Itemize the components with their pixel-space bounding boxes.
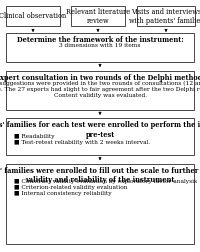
Text: 200 patients' families were enrolled to fill out the scale to further evaluate t: 200 patients' families were enrolled to … [0, 167, 200, 184]
FancyBboxPatch shape [6, 6, 60, 26]
Text: Expert consultation in two rounds of the Delphi method:: Expert consultation in two rounds of the… [0, 74, 200, 82]
FancyBboxPatch shape [6, 33, 194, 62]
Text: Determine the framework of the instrument:: Determine the framework of the instrumen… [17, 36, 183, 44]
Text: 20 patients' families for each test were enrolled to perform the instrument
pre-: 20 patients' families for each test were… [0, 121, 200, 139]
FancyBboxPatch shape [6, 118, 194, 155]
FancyBboxPatch shape [6, 164, 194, 244]
Text: Visits and interviews
with patients' families: Visits and interviews with patients' fam… [129, 8, 200, 25]
Text: 3 dimensions with 19 items: 3 dimensions with 19 items [59, 43, 141, 48]
Text: Relevant literature
review: Relevant literature review [66, 8, 130, 25]
FancyBboxPatch shape [71, 6, 125, 26]
FancyBboxPatch shape [137, 6, 195, 26]
Text: Twenty suggestions were provided in the two rounds of consultations (12 and 8 pe: Twenty suggestions were provided in the … [0, 80, 200, 98]
Text: ■ Construct validity evaluation by exploratory factor analysis
■ Criterion-relat: ■ Construct validity evaluation by explo… [14, 179, 197, 196]
Text: ■ Readability
■ Test-retest reliability with 2 weeks interval.: ■ Readability ■ Test-retest reliability … [14, 134, 150, 145]
Text: Clinical observation: Clinical observation [0, 12, 67, 20]
FancyBboxPatch shape [6, 71, 194, 110]
